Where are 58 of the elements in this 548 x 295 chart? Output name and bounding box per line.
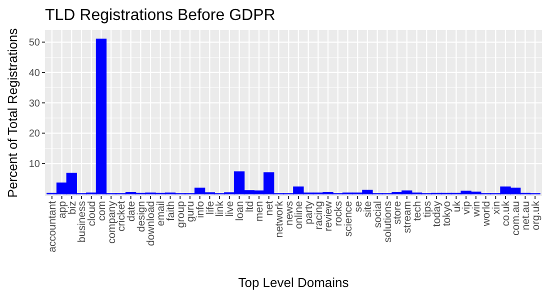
x-tick-label: today	[431, 200, 444, 227]
x-tick-label: xin	[490, 200, 502, 214]
x-tick-label: group	[174, 200, 187, 228]
x-tick-label: stream	[402, 200, 414, 234]
x-tick-label: loan	[234, 200, 246, 221]
x-tick-label: world	[480, 200, 492, 228]
x-tick-label: biz	[66, 201, 78, 214]
x-tick-label: net	[264, 200, 276, 216]
x-tick-label: life	[204, 200, 216, 214]
x-tick-label: solutions	[382, 201, 394, 242]
x-tick-label: vip	[460, 200, 473, 214]
x-tick-label: store	[392, 200, 404, 224]
x-axis-title: Top Level Domains	[238, 275, 350, 290]
x-tick-label: cloud	[86, 200, 98, 226]
x-tick-label: win	[470, 200, 483, 218]
x-tick-label: guru	[184, 200, 197, 222]
x-tick-label: live	[224, 200, 236, 217]
y-tick-label: 40	[28, 68, 40, 79]
x-tick-label: ltd	[244, 200, 256, 212]
x-tick-label: network	[273, 200, 286, 238]
x-tick-label: racing	[312, 200, 325, 230]
x-tick-label: tokyo	[441, 200, 454, 226]
x-tick-label: date	[125, 200, 138, 222]
x-tick-label: company	[106, 200, 118, 244]
y-tick-label: 30	[28, 98, 40, 110]
chart-title: TLD Registrations Before GDPR	[45, 7, 276, 24]
x-tick-label: cricket	[116, 200, 128, 232]
y-tick-label: 50	[28, 38, 40, 49]
x-tick-label: org.uk	[530, 200, 542, 230]
x-tick-label: info	[194, 200, 207, 218]
x-tick-label: business	[76, 201, 88, 242]
y-tick-label: 10	[28, 159, 40, 170]
x-tick-label: com	[96, 200, 108, 221]
y-tick-label: 20	[28, 128, 40, 140]
x-tick-label: com.au	[510, 200, 522, 236]
x-tick-label: email	[155, 201, 168, 226]
x-tick-label: co.uk	[500, 200, 512, 226]
x-tick-label: faith	[164, 200, 177, 221]
y-axis-title: Percent of Total Registrations	[5, 28, 20, 198]
x-tick-label: se	[352, 200, 364, 212]
x-tick-label: accountant	[46, 200, 59, 252]
x-tick-label: design	[135, 200, 148, 232]
x-tick-label: party	[302, 200, 315, 224]
x-tick-label: net.au	[520, 200, 532, 230]
x-tick-label: app	[56, 200, 68, 219]
x-tick-label: download	[145, 200, 158, 246]
x-tick-label: news	[283, 201, 296, 226]
x-tick-label: rocks	[332, 201, 345, 226]
x-tick-label: review	[322, 200, 335, 232]
x-tick-label: men	[254, 200, 266, 222]
x-tick-label: tips	[421, 201, 434, 218]
x-tick-label: social	[372, 201, 384, 228]
x-tick-label: site	[362, 200, 374, 218]
x-tick-label: science	[342, 200, 354, 237]
x-tick-label: tech	[411, 200, 424, 221]
x-tick-label: uk	[450, 200, 463, 212]
x-tick-label: link	[214, 200, 226, 217]
x-tick-label: online	[293, 200, 306, 230]
